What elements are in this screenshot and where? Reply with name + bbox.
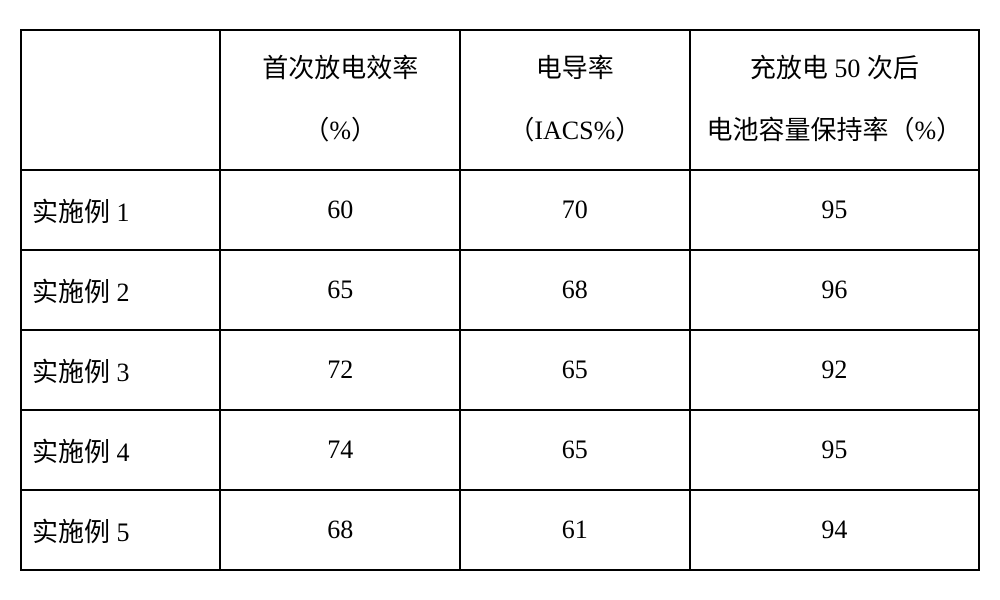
row-label: 实施例 1 xyxy=(21,170,220,250)
data-table: 首次放电效率 （%） 电导率 （IACS%） 充放电 50 次后 电池容量保持率… xyxy=(20,29,980,571)
header-cell-2: 电导率 （IACS%） xyxy=(460,30,690,170)
header-line2: （IACS%） xyxy=(462,100,688,162)
table-row: 实施例 4 74 65 95 xyxy=(21,410,979,490)
header-cell-3: 充放电 50 次后 电池容量保持率（%） xyxy=(690,30,979,170)
header-line1: 充放电 50 次后 xyxy=(692,38,977,100)
header-cell-1: 首次放电效率 （%） xyxy=(220,30,459,170)
cell-value: 95 xyxy=(690,410,979,490)
cell-value: 61 xyxy=(460,490,690,570)
table-row: 实施例 1 60 70 95 xyxy=(21,170,979,250)
table-row: 实施例 3 72 65 92 xyxy=(21,330,979,410)
header-line1: 首次放电效率 xyxy=(222,38,457,100)
header-cell-0 xyxy=(21,30,220,170)
cell-value: 72 xyxy=(220,330,459,410)
header-line1: 电导率 xyxy=(462,38,688,100)
cell-value: 74 xyxy=(220,410,459,490)
cell-value: 70 xyxy=(460,170,690,250)
cell-value: 68 xyxy=(460,250,690,330)
cell-value: 95 xyxy=(690,170,979,250)
cell-value: 65 xyxy=(460,330,690,410)
cell-value: 94 xyxy=(690,490,979,570)
cell-value: 96 xyxy=(690,250,979,330)
row-label: 实施例 5 xyxy=(21,490,220,570)
row-label: 实施例 3 xyxy=(21,330,220,410)
cell-value: 68 xyxy=(220,490,459,570)
header-row: 首次放电效率 （%） 电导率 （IACS%） 充放电 50 次后 电池容量保持率… xyxy=(21,30,979,170)
table-row: 实施例 2 65 68 96 xyxy=(21,250,979,330)
cell-value: 65 xyxy=(460,410,690,490)
cell-value: 65 xyxy=(220,250,459,330)
row-label: 实施例 4 xyxy=(21,410,220,490)
cell-value: 92 xyxy=(690,330,979,410)
table-row: 实施例 5 68 61 94 xyxy=(21,490,979,570)
header-line2: （%） xyxy=(222,100,457,162)
table-container: 首次放电效率 （%） 电导率 （IACS%） 充放电 50 次后 电池容量保持率… xyxy=(0,9,1000,591)
row-label: 实施例 2 xyxy=(21,250,220,330)
header-line2: 电池容量保持率（%） xyxy=(692,100,977,162)
cell-value: 60 xyxy=(220,170,459,250)
